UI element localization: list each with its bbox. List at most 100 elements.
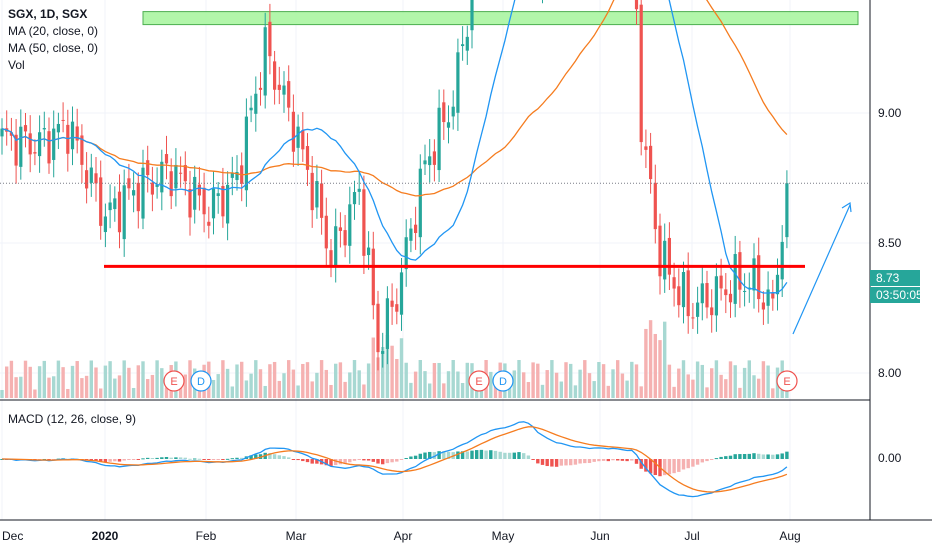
candle-body — [719, 275, 723, 289]
volume-bar — [663, 321, 667, 398]
volume-bar — [23, 360, 28, 398]
candle-body — [75, 126, 79, 141]
candlesticks — [0, 0, 789, 371]
volume-bar — [540, 384, 545, 398]
volume-bar — [507, 384, 512, 398]
macd-histogram-bar — [296, 459, 300, 461]
volume-bar — [418, 360, 422, 398]
ma50-label[interactable]: MA (50, close, 0) — [8, 41, 99, 55]
price-tick-label: 8.00 — [878, 366, 902, 380]
candle-body — [244, 116, 248, 191]
volume-bar — [695, 361, 700, 398]
macd-histogram-bar — [240, 457, 244, 459]
macd-histogram-bar — [522, 453, 526, 459]
candle-body — [663, 240, 667, 280]
candle-body — [127, 178, 131, 189]
volume-bar — [714, 360, 719, 398]
candle-body — [381, 351, 385, 354]
macd-histogram-bar — [160, 457, 164, 459]
candle-body — [254, 93, 258, 114]
ma20-label[interactable]: MA (20, close, 0) — [8, 24, 99, 38]
volume-bar — [61, 367, 65, 398]
macd-histogram-bar — [287, 457, 291, 459]
resistance-zone[interactable] — [142, 11, 859, 26]
macd-histogram-bar — [550, 459, 554, 467]
volume-bar — [240, 361, 244, 398]
volume-bar — [691, 379, 695, 398]
macd-histogram-bar — [343, 459, 347, 464]
macd-histogram-bar — [409, 456, 413, 459]
macd-histogram-bar — [498, 451, 502, 459]
candle-body — [728, 293, 733, 303]
volume-bar — [456, 371, 460, 398]
candle-body — [56, 123, 60, 133]
candle-body — [108, 202, 112, 211]
volume-bar — [381, 347, 385, 398]
projection-arrow[interactable] — [792, 201, 852, 335]
candle-body — [738, 252, 742, 290]
candle-body — [38, 132, 42, 157]
macd-histogram-bar — [681, 459, 686, 470]
candle-body — [733, 254, 737, 304]
volume-bar — [301, 363, 305, 398]
volume-bar — [738, 387, 742, 398]
volume-bar — [399, 338, 404, 398]
time-tick-label: Feb — [196, 529, 217, 543]
volume-bar — [352, 360, 357, 398]
macd-histogram-bar — [334, 459, 338, 466]
macd-histogram-bar — [540, 459, 545, 465]
candle-body — [47, 131, 51, 164]
volume-bar — [432, 363, 437, 398]
macd-histogram-bar — [305, 459, 310, 463]
volume-bar — [216, 374, 220, 398]
macd-histogram-bar — [385, 459, 390, 464]
candle-body — [423, 160, 427, 165]
macd-histogram-bar — [573, 459, 578, 465]
macd-histogram-bar — [395, 459, 399, 462]
candle-body — [150, 182, 154, 195]
candle-body — [122, 185, 126, 240]
candle-body — [258, 87, 263, 90]
candle-body — [456, 52, 460, 113]
candle-body — [28, 133, 32, 155]
event-label: E — [475, 376, 482, 388]
macd-histogram-bar — [611, 459, 615, 461]
volume-bar — [395, 358, 399, 398]
volume-bar — [667, 364, 672, 398]
macd-histogram-bar — [193, 458, 197, 460]
macd-histogram-bar — [225, 458, 230, 460]
time-tick-label: May — [492, 529, 515, 543]
macd-histogram-bar — [357, 459, 361, 460]
candle-body — [658, 225, 662, 277]
macd-histogram-bar — [695, 459, 700, 465]
last-price-tag: 8.73 — [870, 270, 920, 286]
macd-histogram-bar — [352, 459, 357, 461]
candle-body — [33, 152, 37, 154]
volume-bar — [460, 383, 465, 398]
volume-bar — [573, 385, 578, 398]
macd-label[interactable]: MACD (12, 26, close, 9) — [8, 412, 137, 426]
macd-histogram-bar — [207, 459, 211, 460]
candle-body — [409, 228, 413, 241]
volume-bar — [536, 363, 540, 398]
vol-label[interactable]: Vol — [8, 58, 25, 72]
symbol-label[interactable]: SGX, 1D, SGX — [8, 7, 88, 21]
macd-histogram-bar — [315, 459, 319, 464]
macd-histogram-bar — [630, 459, 634, 461]
candle-body — [724, 289, 728, 296]
volume-bar — [291, 369, 296, 398]
candle-body — [343, 230, 347, 246]
macd-histogram-bar — [437, 451, 441, 459]
macd-histogram-bar — [470, 450, 474, 459]
macd-histogram-bar — [569, 459, 573, 466]
macd-histogram-bar — [554, 459, 559, 467]
volume-bar — [343, 381, 347, 398]
candle-body — [61, 119, 65, 121]
macd-histogram-bar — [526, 455, 531, 459]
macd-histogram-bar — [536, 459, 540, 464]
volume-bar — [164, 387, 169, 398]
volume-bar — [493, 382, 498, 398]
candle-body — [667, 237, 671, 275]
